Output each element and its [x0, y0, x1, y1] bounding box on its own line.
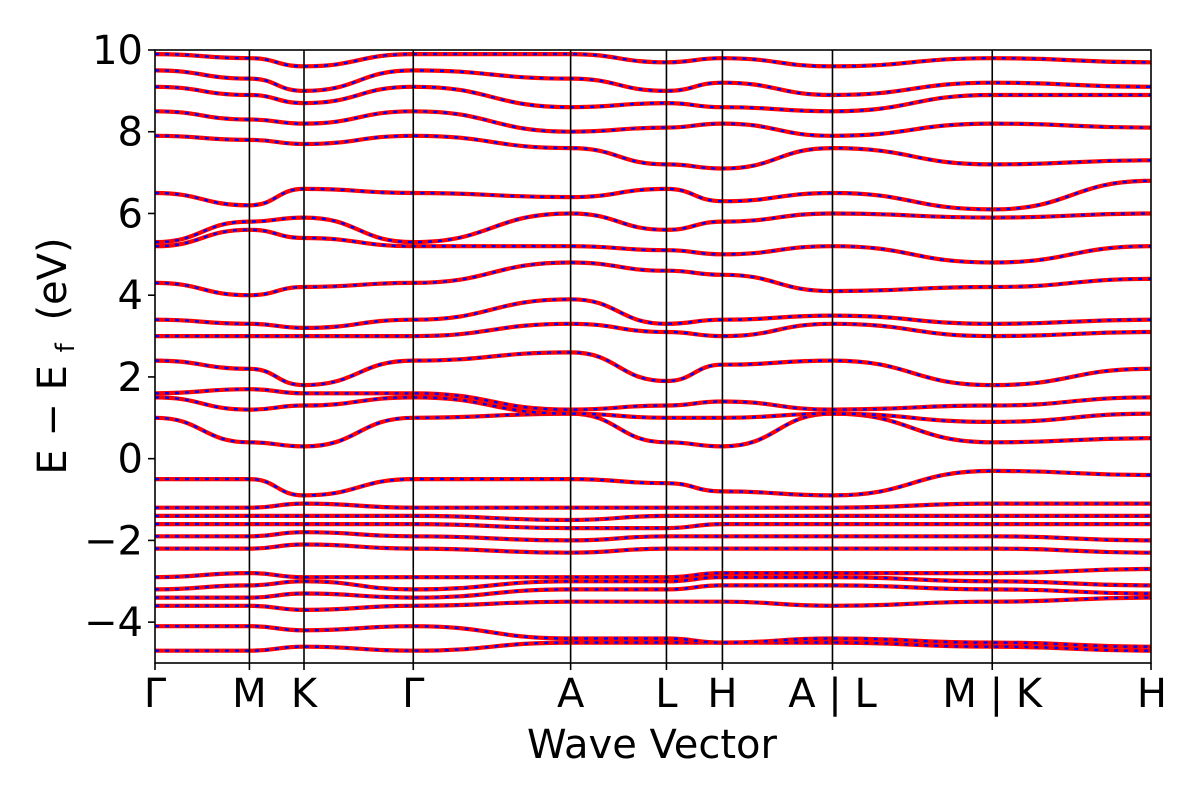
- y-tick-label-5: 0: [118, 437, 143, 483]
- y-tick-label-6: −2: [84, 518, 143, 564]
- band-line-dashed-14: [155, 387, 1151, 411]
- x-tick-label-7: A | L: [788, 671, 877, 717]
- y-tick-label-1: 8: [118, 110, 143, 156]
- band-line-20: [155, 211, 1151, 245]
- x-tick-label-1: M: [232, 671, 267, 717]
- band-line-dashed-1: [155, 624, 1151, 648]
- high-symmetry-lines: [248, 50, 994, 663]
- band-line-dashed-2: [155, 596, 1151, 612]
- plot-frame: [154, 49, 1152, 664]
- band-line-15: [155, 350, 1151, 388]
- y-tick-label-2: 6: [118, 191, 143, 237]
- band-line-11: [155, 468, 1151, 498]
- y-tick-label-3: 4: [118, 273, 143, 319]
- bands-layer: [155, 51, 1151, 653]
- band-line-dashed-25: [155, 69, 1151, 97]
- band-line-dashed-0: [155, 641, 1151, 652]
- band-line-12: [155, 411, 1151, 449]
- x-tick-label-9: H: [1137, 671, 1167, 717]
- y-axis-label-main: E − E: [30, 365, 76, 475]
- y-axis-label: E − E f (eV): [30, 237, 84, 474]
- band-line-dashed-26: [155, 52, 1151, 68]
- band-line-dashed-24: [155, 85, 1151, 113]
- band-line-dashed-4: [155, 575, 1151, 591]
- band-line-dashed-19: [155, 228, 1151, 264]
- band-line-17: [155, 297, 1151, 331]
- y-axis-label-subscript: f: [51, 342, 81, 352]
- y-tick-label-4: 2: [118, 355, 143, 401]
- band-line-dashed-23: [155, 110, 1151, 138]
- band-line-dashed-5: [155, 567, 1151, 579]
- band-line-dashed-8: [155, 522, 1151, 530]
- y-tick-label-0: 10: [92, 28, 143, 74]
- band-line-dashed-9: [155, 514, 1151, 522]
- band-line-dashed-22: [155, 134, 1151, 170]
- band-line-dashed-6: [155, 543, 1151, 554]
- x-axis-label: Wave Vector: [527, 722, 778, 768]
- band-line-dashed-18: [155, 261, 1151, 297]
- band-line-dashed-7: [155, 530, 1151, 542]
- x-tick-label-8: M | K: [942, 671, 1043, 717]
- y-axis: 10 8 6 4 2 0 −2 −4: [84, 28, 155, 646]
- band-line-16: [155, 321, 1151, 339]
- x-tick-label-2: K: [291, 671, 319, 717]
- x-tick-label-5: L: [655, 671, 678, 717]
- band-line-dashed-13: [155, 396, 1151, 424]
- x-tick-label-0: Γ: [144, 671, 167, 717]
- x-tick-label-6: H: [707, 671, 737, 717]
- band-line-dashed-21: [155, 179, 1151, 211]
- y-tick-label-7: −4: [84, 600, 143, 646]
- band-line-dashed-3: [155, 584, 1151, 599]
- x-tick-label-3: Γ: [402, 671, 425, 717]
- band-line-dashed-10: [155, 502, 1151, 509]
- x-tick-label-4: A: [557, 671, 585, 717]
- y-axis-label-unit: (eV): [30, 237, 76, 320]
